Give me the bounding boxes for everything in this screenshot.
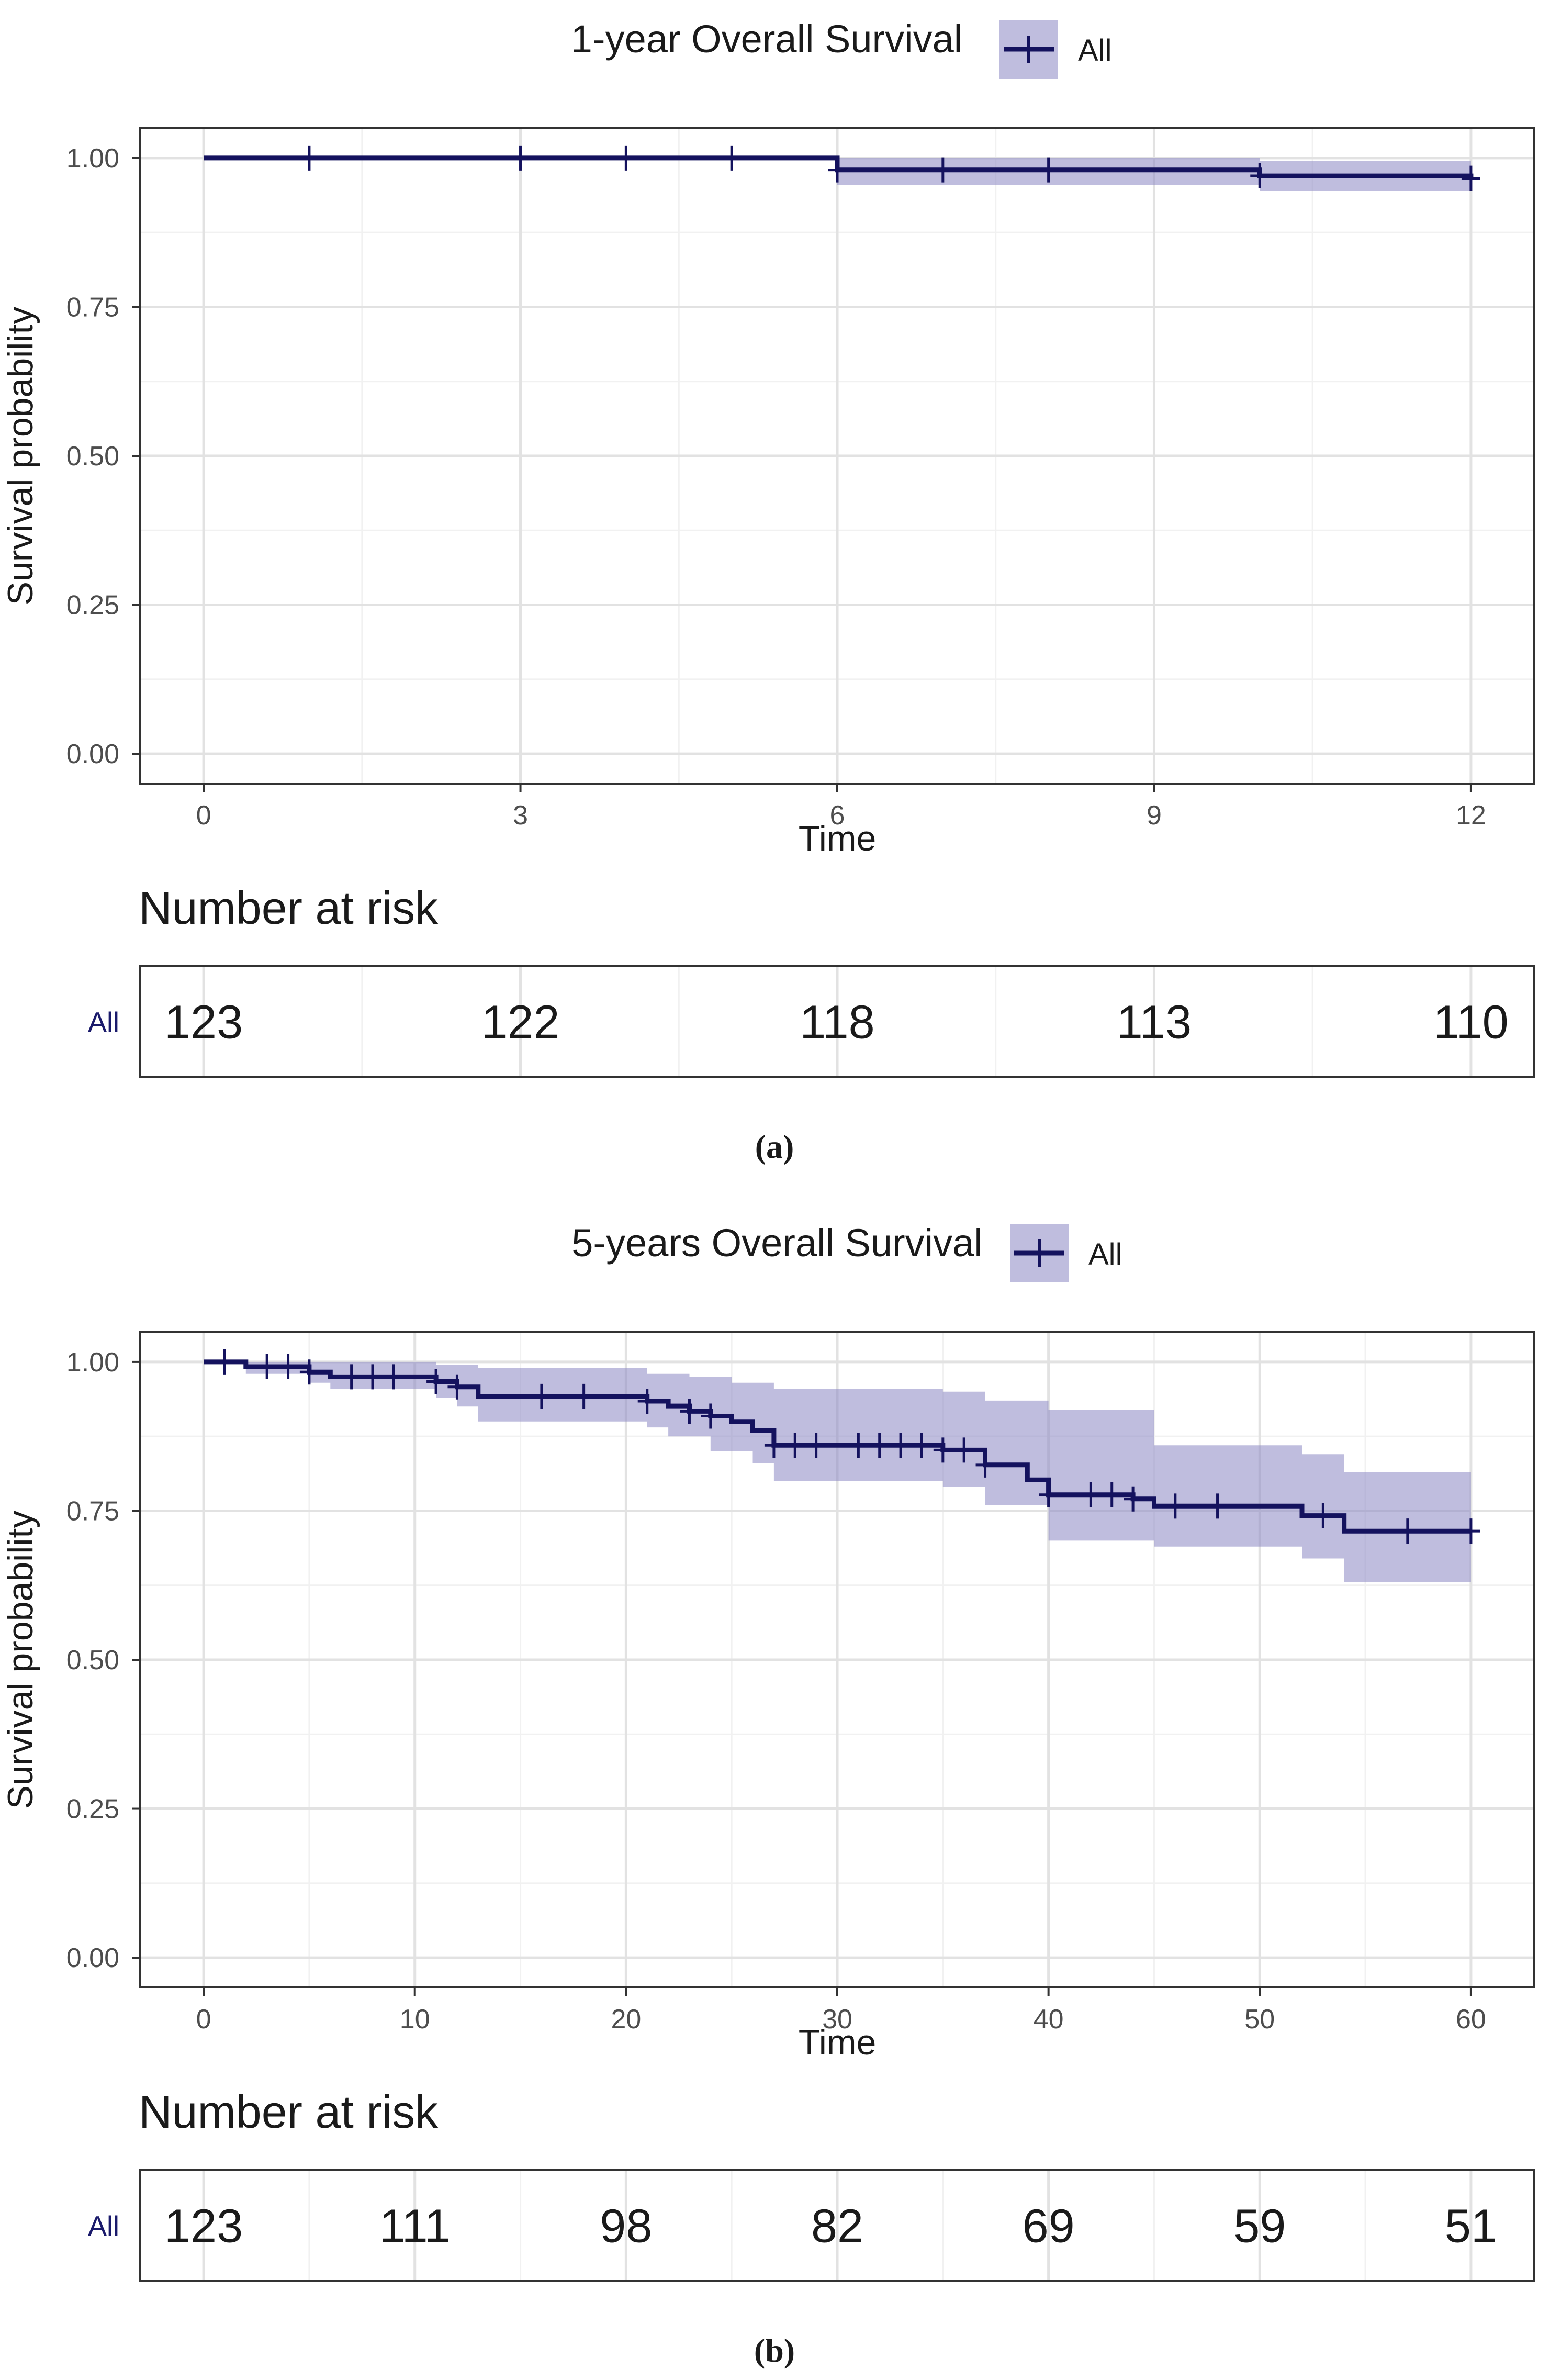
chart-b-x-tick-label: 10 bbox=[400, 2004, 430, 2035]
chart-b-panel-label: (b) bbox=[754, 2332, 795, 2369]
chart-b-risk-count: 51 bbox=[1445, 2200, 1497, 2253]
chart-b-risk-count: 82 bbox=[811, 2200, 863, 2253]
chart-a-risk-count: 113 bbox=[1117, 997, 1192, 1049]
chart-a-y-tick-label: 0.00 bbox=[66, 739, 119, 769]
chart-b-risk-border bbox=[139, 2169, 1535, 2282]
chart-a-y-tick-label: 0.50 bbox=[66, 441, 119, 472]
chart-b-risk-strata-label: All bbox=[88, 2211, 119, 2242]
chart-b-risk-count: 98 bbox=[600, 2200, 652, 2253]
chart-a-risk-border bbox=[139, 965, 1535, 1078]
chart-a-y-tick-label: 0.75 bbox=[66, 292, 119, 322]
chart-a-risk-count: 122 bbox=[481, 997, 559, 1049]
chart-b-risk-title: Number at risk bbox=[139, 2086, 439, 2138]
chart-a-x-axis-label: Time bbox=[799, 819, 877, 858]
chart-b-x-tick-label: 20 bbox=[611, 2004, 641, 2035]
chart-b-x-tick-label: 30 bbox=[822, 2004, 852, 2035]
chart-a-panel-label: (a) bbox=[755, 1128, 794, 1165]
chart-b-ci-band bbox=[204, 1361, 1471, 1582]
chart-a-y-axis-label: Survival probability bbox=[1, 307, 40, 606]
chart-a-risk-count: 123 bbox=[164, 997, 243, 1049]
chart-b-x-tick-label: 0 bbox=[196, 2004, 211, 2035]
chart-b-risk-count: 111 bbox=[379, 2200, 451, 2253]
chart-a-risk-title: Number at risk bbox=[139, 882, 439, 934]
chart-a-risk-count: 118 bbox=[800, 997, 874, 1049]
chart-a-title: 1-year Overall Survival bbox=[571, 17, 962, 61]
chart-b-x-tick-label: 40 bbox=[1034, 2004, 1064, 2035]
chart-a-legend-label: All bbox=[1078, 33, 1111, 68]
chart-a-y-tick-label: 0.25 bbox=[66, 590, 119, 621]
chart-b-y-axis-label: Survival probability bbox=[1, 1511, 40, 1809]
chart-b: 5-years Overall Survival All 0 10 20 30 40 50 60… bbox=[1, 1221, 1535, 2369]
chart-b-y-tick-label: 0.50 bbox=[66, 1645, 119, 1675]
chart-b-x-tick-label: 50 bbox=[1244, 2004, 1275, 2035]
chart-b-x-axis-label: Time bbox=[799, 2023, 877, 2062]
chart-b-y-tick-label: 1.00 bbox=[66, 1347, 119, 1378]
chart-a-risk-count: 110 bbox=[1433, 997, 1508, 1049]
chart-a-risk-strata-label: All bbox=[88, 1007, 119, 1038]
chart-b-risk-count: 59 bbox=[1233, 2200, 1286, 2253]
chart-a-x-tick-label: 0 bbox=[196, 800, 211, 831]
chart-b-y-tick-label: 0.75 bbox=[66, 1496, 119, 1526]
chart-a-x-tick-label: 6 bbox=[830, 800, 845, 831]
chart-b-y-tick-label: 0.25 bbox=[66, 1794, 119, 1825]
chart-a-ci-band bbox=[204, 158, 1471, 194]
chart-b-legend-label: All bbox=[1088, 1237, 1122, 1271]
chart-a-x-tick-label: 9 bbox=[1147, 800, 1162, 831]
chart-b-x-tick-label: 60 bbox=[1456, 2004, 1486, 2035]
chart-a: 1-year Overall Survival All 0 3 6 9 12 0.00 0.25… bbox=[1, 17, 1535, 1165]
chart-b-risk-count: 69 bbox=[1023, 2200, 1075, 2253]
chart-b-risk-count: 123 bbox=[164, 2200, 243, 2253]
chart-a-y-tick-label: 1.00 bbox=[66, 143, 119, 174]
chart-b-y-tick-label: 0.00 bbox=[66, 1943, 119, 1973]
chart-a-x-tick-label: 12 bbox=[1456, 800, 1486, 831]
chart-a-x-tick-label: 3 bbox=[513, 800, 528, 831]
chart-b-title: 5-years Overall Survival bbox=[571, 1221, 982, 1265]
